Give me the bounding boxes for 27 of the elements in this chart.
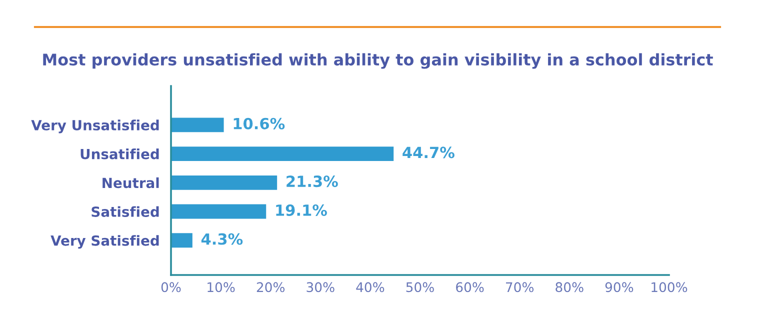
bar <box>171 175 278 190</box>
bar <box>171 233 192 248</box>
data-label: 10.6% <box>234 118 285 130</box>
bar <box>171 146 394 162</box>
x-tick-label: 60% <box>456 282 484 292</box>
x-tick-label: 50% <box>406 282 434 292</box>
x-tick-label: 90% <box>605 282 634 292</box>
x-tick-label: 100% <box>652 282 688 292</box>
y-tick-label: Very Satisfied <box>50 235 159 249</box>
bar <box>171 204 266 219</box>
x-tick-label: 20% <box>256 282 285 292</box>
x-tick-label: 70% <box>506 282 534 292</box>
y-tick-label: Satisfied <box>92 206 159 217</box>
data-label: 4.3% <box>201 233 243 245</box>
y-tick-label: Neutral <box>102 177 159 188</box>
x-tick-label: 10% <box>208 282 235 292</box>
chart-title: Most providers unsatisfied with ability to gain visibility in a school district <box>43 53 713 69</box>
x-tick-label: 0% <box>161 282 181 292</box>
x-tick-label: 40% <box>356 282 384 292</box>
y-tick-label: Very Unsatisfied <box>31 120 159 134</box>
y-tick-label: Unsatified <box>80 148 159 160</box>
x-tick-label: 80% <box>556 282 584 292</box>
x-tick-label: 30% <box>306 282 334 292</box>
data-label: 44.7% <box>402 146 454 158</box>
bar <box>171 118 224 132</box>
data-label: 19.1% <box>276 204 327 216</box>
data-label: 21.3% <box>286 176 338 188</box>
